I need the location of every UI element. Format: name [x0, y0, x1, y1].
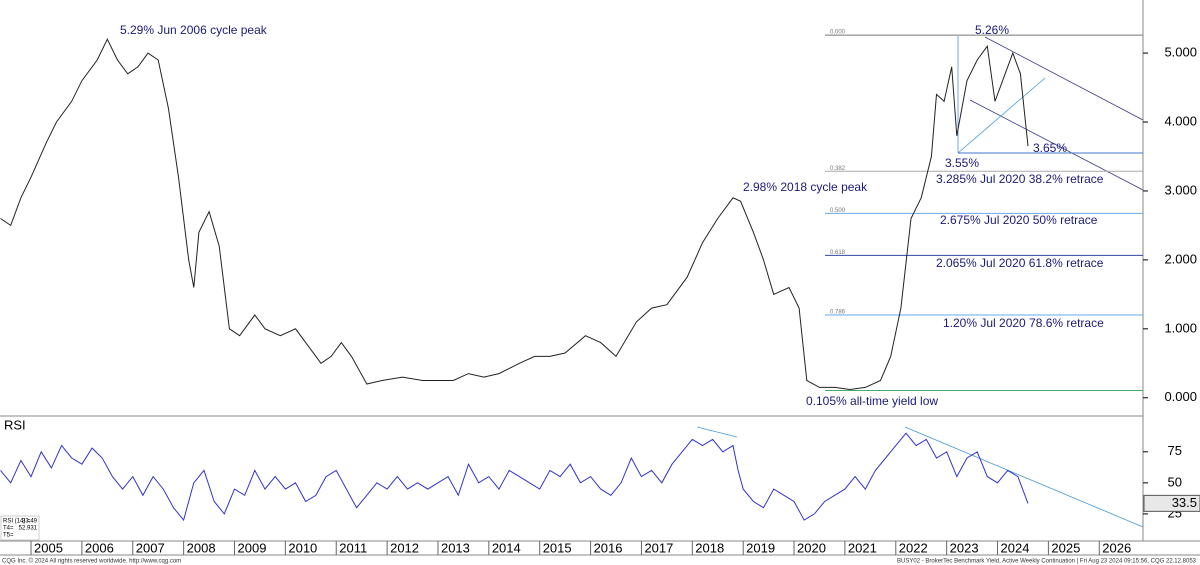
- x-tick-label: 2021: [848, 540, 877, 555]
- y-tick-label: 50: [1168, 474, 1182, 489]
- annotation: 2.675% Jul 2020 50% retrace: [940, 213, 1098, 227]
- current-value-label: 33.5: [1172, 495, 1197, 510]
- legend-label: T5=: [3, 533, 14, 539]
- annotation: 5.26%: [975, 23, 1009, 37]
- x-tick-label: 2013: [441, 540, 470, 555]
- annotation: 0.105% all-time yield low: [806, 394, 938, 408]
- rsi-title: RSI: [4, 417, 26, 432]
- x-tick-label: 2024: [1001, 540, 1030, 555]
- x-tick-label: 2009: [238, 540, 267, 555]
- series-line: [0, 38, 1029, 391]
- x-tick-label: 2005: [34, 540, 63, 555]
- legend-value: 33.49: [22, 519, 38, 525]
- x-tick-label: 2022: [899, 540, 928, 555]
- y-tick-label: 75: [1168, 443, 1182, 458]
- x-tick-label: 2023: [950, 540, 979, 555]
- rsi-trend-line: [696, 426, 738, 438]
- y-tick-label: 4.000: [1164, 113, 1197, 128]
- legend-label: RSI (14) =: [3, 519, 31, 525]
- annotation: 3.285% Jul 2020 38.2% retrace: [936, 172, 1104, 186]
- rsi-trend-line: [904, 426, 1144, 528]
- fib-label: 0.382: [830, 166, 846, 172]
- y-tick-label: 0.000: [1164, 389, 1197, 404]
- fib-label: 0.500: [830, 208, 846, 214]
- x-tick-label: 2020: [797, 540, 826, 555]
- rsi-legend-box: [0, 515, 40, 541]
- x-tick-label: 2017: [644, 540, 673, 555]
- x-tick-label: 2006: [85, 540, 114, 555]
- y-tick-label: 3.000: [1164, 182, 1197, 197]
- footer-left: CQG Inc. © 2024 All rights reserved worl…: [2, 558, 181, 565]
- footer-right: BUSY02 - BrokerTec Benchmark Yield, Acti…: [897, 559, 1197, 565]
- fib-label: 0.786: [830, 310, 846, 316]
- x-tick-label: 2018: [695, 540, 724, 555]
- y-tick-label: 1.000: [1164, 320, 1197, 335]
- annotation: 3.65%: [1033, 141, 1067, 155]
- x-tick-label: 2016: [594, 540, 623, 555]
- x-tick-label: 2011: [339, 540, 367, 555]
- current-value-box: [1143, 494, 1200, 512]
- trend-line: [984, 36, 1144, 121]
- y-tick-label: 5.000: [1164, 45, 1197, 60]
- x-tick-label: 2015: [543, 540, 572, 555]
- annotation: 2.065% Jul 2020 61.8% retrace: [936, 256, 1104, 270]
- trend-line: [957, 77, 1046, 154]
- x-tick-label: 2019: [746, 540, 775, 555]
- annotation: 1.20% Jul 2020 78.6% retrace: [943, 316, 1104, 330]
- x-tick-label: 2025: [1051, 540, 1080, 555]
- fib-label: 0.000: [830, 30, 846, 36]
- annotation: 5.29% Jun 2006 cycle peak: [120, 23, 268, 37]
- annotation: 2.98% 2018 cycle peak: [743, 180, 868, 194]
- trend-line: [969, 99, 1144, 191]
- legend-label: T4=: [3, 526, 14, 532]
- x-tick-label: 2007: [136, 540, 165, 555]
- x-tick-label: 2012: [390, 540, 419, 555]
- legend-value: 52.931: [19, 526, 38, 532]
- x-tick-label: 2026: [1102, 540, 1131, 555]
- x-tick-label: 2014: [492, 540, 521, 555]
- x-tick-label: 2008: [187, 540, 216, 555]
- y-tick-label: 2.000: [1164, 251, 1197, 266]
- annotation: 3.55%: [945, 156, 979, 170]
- x-tick-label: 2010: [288, 540, 317, 555]
- series-line: [0, 432, 1029, 522]
- fib-label: 0.618: [830, 250, 846, 256]
